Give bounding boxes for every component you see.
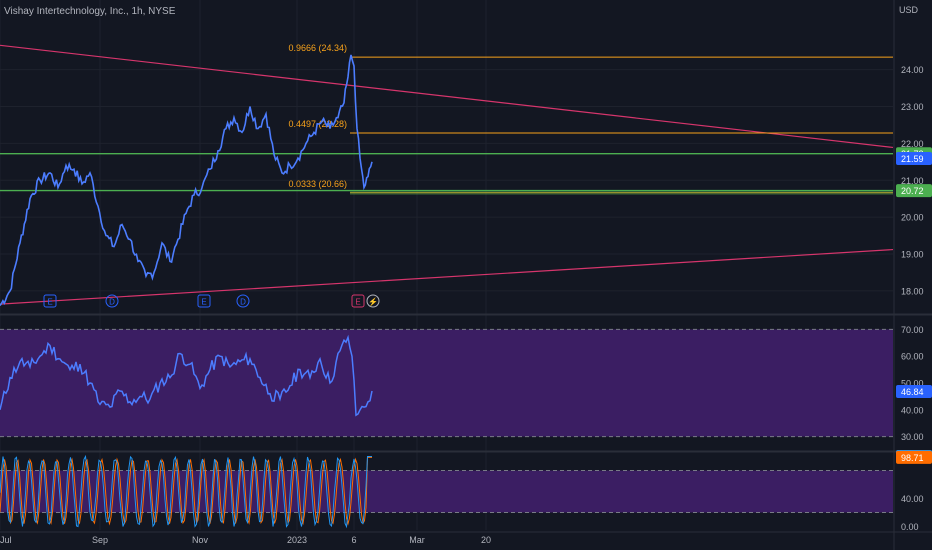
rsi-band-lines — [0, 328, 893, 438]
event-markers[interactable]: E D E D E ⚡ — [43, 294, 380, 308]
price-axis[interactable]: 24.00 23.00 22.00 21.00 20.00 19.00 18.00 70.00… — [896, 65, 932, 532]
rsi-tick-label: 50.00 — [901, 379, 924, 389]
time-tick-label: 2023 — [287, 535, 307, 545]
price-tick-label: 19.00 — [901, 250, 924, 260]
stoch-value-badge-bg — [896, 450, 932, 464]
event-marker-circle — [236, 294, 250, 308]
price-tick-label: 18.00 — [901, 286, 924, 296]
time-tick-label: 6 — [351, 535, 356, 545]
event-marker-label: D — [240, 298, 246, 307]
time-tick-label: Sep — [92, 535, 108, 545]
earnings-marker-frame — [351, 294, 365, 308]
price-tick-label: 24.00 — [901, 65, 924, 75]
stoch-tick-label: 0.00 — [901, 522, 919, 532]
time-axis[interactable]: Jul Sep Nov 2023 6 Mar 20 — [0, 535, 491, 545]
event-marker-label: D — [109, 298, 115, 307]
price-tick-label: 22.00 — [901, 139, 924, 149]
price-tick-label: 20.00 — [901, 213, 924, 223]
event-marker-label: E — [47, 298, 52, 307]
time-tick-label: 20 — [481, 535, 491, 545]
rsi-tick-label: 70.00 — [901, 325, 924, 335]
earnings-marker-frame — [43, 294, 57, 308]
trendline[interactable] — [0, 44, 894, 149]
horizontal-lines[interactable] — [0, 152, 893, 192]
earnings-marker[interactable]: E — [351, 294, 365, 308]
event-marker-label: E — [355, 298, 360, 307]
event-marker-circle — [366, 294, 380, 308]
stoch-k-line — [0, 454, 372, 529]
stochastic-pane[interactable] — [0, 454, 893, 529]
currency-label: USD — [899, 5, 919, 15]
price-series-line — [0, 54, 373, 307]
event-marker-label: E — [201, 298, 206, 307]
stoch-value-badge[interactable]: 98.71 — [896, 450, 932, 464]
fib-zone — [350, 190, 893, 195]
earnings-marker[interactable]: E — [43, 294, 57, 308]
time-tick-label: Nov — [192, 535, 209, 545]
earnings-marker[interactable]: E — [197, 294, 211, 308]
price-badge-bg — [896, 151, 932, 165]
earnings-marker-frame — [197, 294, 211, 308]
rsi-value-badge[interactable]: 46.84 — [896, 384, 932, 398]
rsi-tick-label: 60.00 — [901, 352, 924, 362]
rsi-value-badge-bg — [896, 384, 932, 398]
fibonacci-retracement[interactable]: 0.9666 (24.34)0.4497 (22.28)0.0333 (20.6… — [288, 43, 893, 195]
dividend-marker[interactable]: D — [236, 294, 250, 308]
price-pane[interactable]: 0.9666 (24.34)0.4497 (22.28)0.0333 (20.6… — [0, 43, 894, 308]
price-badge-text: 21.59 — [901, 154, 924, 164]
price-badge[interactable]: 20.72 — [896, 184, 932, 198]
rsi-tick-label: 30.00 — [901, 432, 924, 442]
symbol-title: Vishay Intertechnology, Inc., 1h, NYSE — [4, 6, 176, 17]
time-tick-label: Mar — [409, 535, 425, 545]
stoch-value-badge-text: 98.71 — [901, 453, 924, 463]
rsi-pane[interactable] — [0, 328, 893, 438]
stoch-d-line — [0, 456, 372, 526]
rsi-tick-label: 40.00 — [901, 405, 924, 415]
trendlines[interactable] — [0, 44, 894, 305]
grid — [0, 0, 893, 530]
rsi-series-line — [0, 334, 373, 417]
event-marker-label: ⚡ — [368, 297, 378, 307]
event-marker-circle — [105, 294, 119, 308]
stoch-tick-label: 40.00 — [901, 494, 924, 504]
rsi-value-badge-text: 46.84 — [901, 387, 924, 397]
trendline[interactable] — [0, 248, 894, 305]
price-tick-label: 21.00 — [901, 176, 924, 186]
price-badge-bg — [896, 184, 932, 198]
fib-level-label: 0.0333 (20.66) — [288, 179, 347, 189]
price-tick-label: 23.00 — [901, 102, 924, 112]
price-badge[interactable]: 21.59 — [896, 151, 932, 165]
time-tick-label: Jul — [0, 535, 12, 545]
price-badge-text: 20.72 — [901, 186, 924, 196]
fib-level-label: 0.9666 (24.34) — [288, 43, 347, 53]
dividend-marker[interactable]: D — [105, 294, 119, 308]
split-marker[interactable]: ⚡ — [366, 294, 380, 308]
rsi-band-background — [0, 329, 893, 437]
